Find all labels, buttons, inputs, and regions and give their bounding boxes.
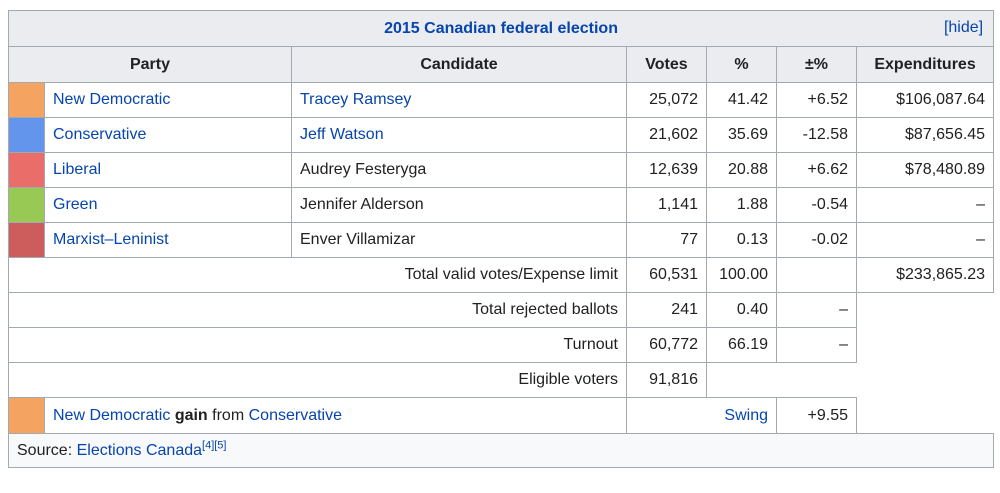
change-cell: +6.52 — [776, 82, 857, 118]
table-title-cell: 2015 Canadian federal election [hide] — [7, 10, 995, 47]
candidate-name[interactable]: Tracey Ramsey — [300, 91, 412, 108]
party-color-swatch — [8, 222, 45, 258]
eligible-row: Eligible voters 91,816 — [8, 362, 994, 398]
votes-cell: 12,639 — [626, 152, 707, 188]
percent-cell: 20.88 — [706, 152, 777, 188]
rejected-percent: 0.40 — [706, 292, 777, 328]
party-name-link[interactable]: Marxist–Leninist — [53, 231, 169, 248]
party-name-link-cell: Marxist–Leninist — [44, 222, 292, 258]
candidate-name: Enver Villamizar — [291, 222, 627, 258]
table-title: 2015 Canadian federal election — [384, 19, 618, 37]
turnout-percent: 66.19 — [706, 327, 777, 363]
percent-cell: 35.69 — [706, 117, 777, 153]
gain-row: New Democratic gain from Conservative Sw… — [8, 397, 994, 434]
header-row: Party Candidate Votes % ±% Expenditures — [8, 46, 995, 83]
total-valid-label: Total valid votes/Expense limit — [8, 257, 627, 293]
candidate-name: Audrey Festeryga — [291, 152, 627, 188]
turnout-row: Turnout 60,772 66.19 – — [8, 327, 994, 363]
header-expenditures: Expenditures — [855, 46, 995, 83]
hide-toggle-link[interactable]: [hide] — [943, 19, 984, 36]
table-row: Marxist–Leninist Enver Villamizar 77 0.13 -0… — [8, 222, 995, 258]
percent-cell: 0.13 — [706, 222, 777, 258]
party-name-link[interactable]: Liberal — [53, 161, 102, 178]
change-cell: -0.54 — [776, 187, 857, 223]
gain-party-color — [8, 397, 45, 434]
party-color-swatch — [8, 152, 45, 188]
source-cell: Source: Elections Canada[4][5] — [7, 433, 995, 468]
swing-link[interactable]: Swing — [724, 406, 768, 424]
votes-cell: 1,141 — [626, 187, 707, 223]
gain-party-link[interactable]: New Democratic — [53, 406, 171, 424]
gain-word: gain — [174, 406, 208, 424]
source-refs[interactable]: [4][5] — [202, 439, 227, 452]
change-cell: +6.62 — [776, 152, 857, 188]
swing-label-cell: Swing — [626, 397, 777, 434]
eligible-votes: 91,816 — [626, 362, 707, 398]
percent-cell: 41.42 — [706, 82, 777, 118]
source-link[interactable]: Elections Canada — [76, 441, 203, 459]
total-valid-row: Total valid votes/Expense limit 60,531 1… — [8, 257, 995, 293]
votes-cell: 21,602 — [626, 117, 707, 153]
total-valid-expenditures: $233,865.23 — [855, 257, 995, 293]
total-valid-votes: 60,531 — [626, 257, 707, 293]
rejected-label: Total rejected ballots — [8, 292, 627, 328]
header-change: ±% — [776, 46, 857, 83]
turnout-label: Turnout — [8, 327, 627, 363]
party-color-swatch — [8, 82, 45, 118]
election-results-table: 2015 Canadian federal election [hide] Pa… — [7, 10, 995, 468]
party-color-swatch — [8, 117, 45, 153]
votes-cell: 25,072 — [626, 82, 707, 118]
party-name-link-cell: Conservative — [44, 117, 292, 153]
expenditures-cell: – — [855, 222, 995, 258]
turnout-votes: 60,772 — [626, 327, 707, 363]
swing-value: +9.55 — [776, 397, 857, 434]
votes-cell: 77 — [626, 222, 707, 258]
expenditures-cell: $106,087.64 — [855, 82, 995, 118]
expenditures-cell: $87,656.45 — [855, 117, 995, 153]
header-percent: % — [706, 46, 777, 83]
gain-statement: New Democratic gain from Conservative — [44, 397, 627, 434]
expenditures-cell: – — [855, 187, 995, 223]
candidate-name-cell: Tracey Ramsey — [291, 82, 627, 118]
rejected-votes: 241 — [626, 292, 707, 328]
source-row: Source: Elections Canada[4][5] — [7, 433, 995, 468]
party-color-swatch — [8, 187, 45, 223]
source-label: Source: — [17, 441, 73, 459]
gain-from-party-link[interactable]: Conservative — [248, 406, 342, 424]
candidate-name: Jennifer Alderson — [291, 187, 627, 223]
party-name-link-cell: Liberal — [44, 152, 292, 188]
header-candidate: Candidate — [291, 46, 627, 83]
total-valid-percent: 100.00 — [706, 257, 777, 293]
party-name-link[interactable]: New Democratic — [53, 91, 171, 108]
eligible-label: Eligible voters — [8, 362, 627, 398]
expenditures-cell: $78,480.89 — [855, 152, 995, 188]
turnout-change: – — [776, 327, 857, 363]
header-party: Party — [8, 46, 292, 83]
party-name-link-cell: New Democratic — [44, 82, 292, 118]
change-cell: -0.02 — [776, 222, 857, 258]
percent-cell: 1.88 — [706, 187, 777, 223]
gain-from-word: from — [212, 406, 245, 424]
change-cell: -12.58 — [776, 117, 857, 153]
rejected-row: Total rejected ballots 241 0.40 – — [8, 292, 994, 328]
candidate-name[interactable]: Jeff Watson — [300, 126, 384, 143]
candidate-name-cell: Jeff Watson — [291, 117, 627, 153]
party-name-link[interactable]: Green — [53, 196, 98, 213]
table-row: New Democratic Tracey Ramsey 25,072 41.42 +6… — [8, 82, 995, 118]
party-name-link-cell: Green — [44, 187, 292, 223]
total-valid-change — [776, 257, 857, 293]
table-row: Green Jennifer Alderson 1,141 1.88 -0.54– — [8, 187, 995, 223]
table-row: Conservative Jeff Watson 21,602 35.69 -12.58… — [8, 117, 995, 153]
header-votes: Votes — [626, 46, 707, 83]
rejected-change: – — [776, 292, 857, 328]
table-row: Liberal Audrey Festeryga 12,639 20.88 +6.62 $… — [8, 152, 995, 188]
party-name-link[interactable]: Conservative — [53, 126, 147, 143]
